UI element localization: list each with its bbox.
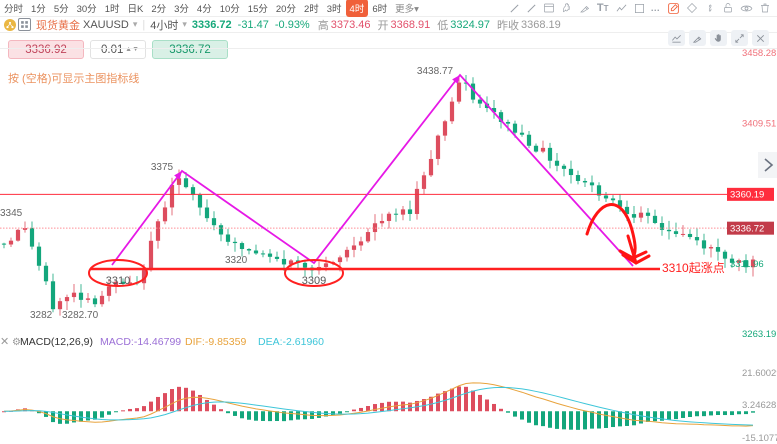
svg-text:3282.70: 3282.70 — [62, 310, 99, 321]
svg-text:3282: 3282 — [30, 310, 53, 321]
svg-text:MACD(12,26,9): MACD(12,26,9) — [20, 336, 93, 348]
svg-text:3375: 3375 — [151, 162, 174, 173]
svg-text:⚙: ⚙ — [12, 337, 21, 348]
svg-text:3309: 3309 — [302, 275, 326, 287]
svg-text:3311.96: 3311.96 — [730, 259, 764, 270]
svg-text:MACD:-14.46799: MACD:-14.46799 — [100, 336, 181, 348]
svg-text:DIF:-9.85359: DIF:-9.85359 — [185, 336, 246, 348]
svg-text:21.60029: 21.60029 — [742, 368, 777, 379]
svg-text:3360.19: 3360.19 — [730, 190, 764, 201]
svg-text:-15.10773: -15.10773 — [742, 433, 777, 444]
svg-text:3310: 3310 — [106, 275, 130, 287]
svg-text:✕: ✕ — [0, 336, 9, 348]
svg-text:3438.77: 3438.77 — [417, 66, 454, 77]
svg-text:3263.19: 3263.19 — [742, 329, 776, 340]
svg-text:3310起涨点: 3310起涨点 — [662, 260, 725, 275]
svg-text:3.24628: 3.24628 — [742, 400, 776, 411]
svg-text:3336.72: 3336.72 — [730, 223, 764, 234]
svg-text:3320: 3320 — [225, 255, 248, 266]
svg-text:3458.28: 3458.28 — [742, 48, 776, 59]
svg-text:3345: 3345 — [0, 208, 23, 219]
svg-text:3409.51: 3409.51 — [742, 118, 776, 129]
svg-text:DEA:-2.61960: DEA:-2.61960 — [258, 336, 324, 348]
